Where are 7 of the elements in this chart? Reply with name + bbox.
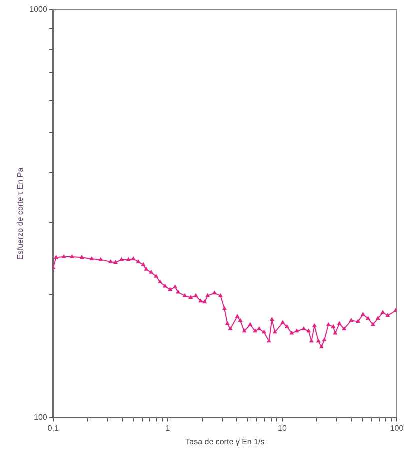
x-axis-title: Tasa de corte γ̇ En 1/s (186, 437, 265, 446)
y-axis-title: Esfuerzo de corte τ En Pa (16, 167, 26, 260)
x-tick-label: 1 (166, 424, 171, 433)
y-tick-label: 1000 (30, 5, 48, 14)
x-tick-label: 100 (390, 424, 404, 433)
x-tick-label: 0,1 (48, 424, 60, 433)
x-tick-label: 10 (278, 424, 288, 433)
